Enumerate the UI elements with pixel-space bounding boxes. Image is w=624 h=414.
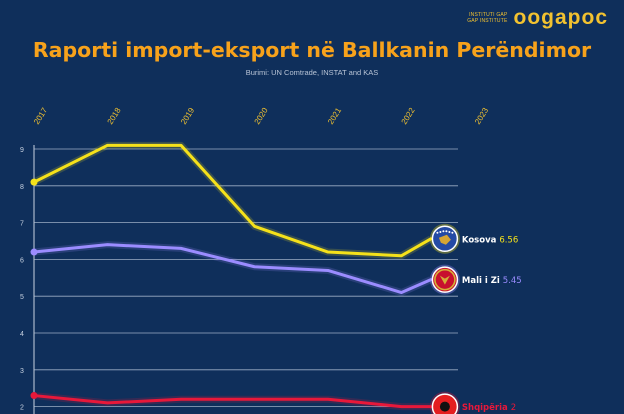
- y-tick-label: 3: [20, 368, 24, 375]
- series-end-label-0: Kosova 6.56: [462, 235, 518, 245]
- albania-flag-icon: [429, 391, 460, 414]
- kosovo-flag-icon: [429, 223, 460, 254]
- chart-subtitle: Burimi: UN Comtrade, INSTAT and KAS: [245, 68, 379, 77]
- series-start-point-0: [30, 178, 38, 186]
- series-value: 5.45: [503, 276, 522, 286]
- brand-tagline-line2: GAP INSTITUTE: [467, 18, 508, 24]
- montenegro-flag-icon: [429, 264, 460, 295]
- brand-tagline-line1: INSTITUTI GAP: [469, 12, 508, 18]
- x-tick-label: 2017: [32, 106, 49, 126]
- x-tick-label: 2023: [473, 106, 490, 126]
- y-tick-label: 8: [20, 184, 24, 191]
- x-tick-label: 2019: [179, 106, 196, 126]
- x-tick-label: 2018: [106, 106, 123, 126]
- brand-logo: INSTITUTI GAP GAP INSTITUTE oogapoc: [467, 6, 608, 30]
- series-line-0: [32, 143, 433, 258]
- series-start-point-1: [30, 248, 38, 256]
- brand-name: oogapoc: [513, 6, 608, 29]
- y-tick-label: 6: [20, 257, 24, 264]
- series-value: 6.56: [499, 235, 518, 245]
- y-tick-label: 9: [20, 147, 24, 154]
- series-end-label-2: Shqipëria 2: [462, 403, 516, 413]
- y-tick-label: 5: [20, 294, 24, 301]
- series-name: Shqipëria: [462, 403, 511, 413]
- series-name: Mali i Zi: [462, 276, 503, 286]
- y-tick-label: 4: [20, 331, 24, 338]
- brand-tagline: INSTITUTI GAP GAP INSTITUTE: [467, 12, 507, 24]
- series-value: 2: [511, 403, 516, 413]
- series-end-label-1: Mali i Zi 5.45: [462, 276, 522, 286]
- x-tick-label: 2021: [326, 106, 343, 126]
- series-line-2: [32, 394, 433, 409]
- series-start-point-2: [30, 392, 38, 400]
- y-tick-label: 2: [20, 405, 24, 412]
- x-tick-label: 2022: [400, 106, 417, 126]
- chart-title: Raporti import-eksport në Ballkanin Perë…: [32, 38, 592, 62]
- y-tick-label: 7: [20, 221, 24, 228]
- series-line-1: [32, 243, 433, 295]
- series-name: Kosova: [462, 235, 499, 245]
- x-tick-label: 2020: [253, 106, 270, 126]
